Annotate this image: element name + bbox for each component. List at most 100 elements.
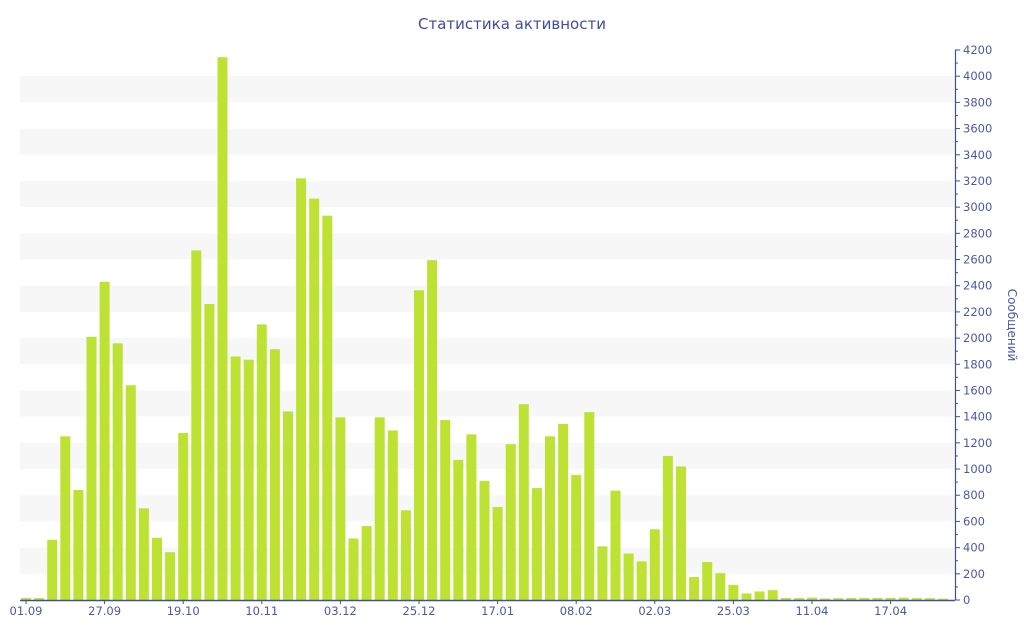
bar	[427, 260, 438, 600]
bar	[309, 198, 320, 600]
bar	[204, 304, 215, 600]
bar	[767, 590, 778, 600]
chart-title: Статистика активности	[418, 15, 606, 33]
x-tick-label: 25.03	[717, 604, 750, 618]
bar	[21, 598, 31, 600]
y-tick-label: 2600	[963, 253, 992, 267]
grid-band	[20, 128, 955, 155]
bar	[374, 417, 385, 600]
y-axis-label: Сообщений	[1005, 289, 1019, 362]
bar	[545, 436, 555, 600]
bar	[754, 591, 765, 600]
bar	[230, 356, 241, 600]
bar	[47, 539, 58, 600]
y-tick-label: 4000	[963, 69, 992, 83]
y-tick-label: 1200	[963, 436, 992, 450]
bar	[178, 433, 189, 600]
bar	[99, 281, 110, 600]
grid-band	[20, 338, 955, 365]
x-tick-label: 10.11	[245, 604, 278, 618]
bar	[296, 178, 307, 601]
bar	[73, 490, 84, 600]
bar	[662, 455, 673, 600]
grid-band	[20, 390, 955, 417]
bar	[911, 598, 922, 600]
bar	[361, 526, 372, 600]
x-tick-label: 08.02	[560, 604, 593, 618]
x-tick-label: 17.01	[481, 604, 514, 618]
bar	[676, 466, 686, 600]
bar	[492, 507, 503, 600]
grid-band	[20, 233, 955, 260]
y-tick-label: 1800	[963, 357, 992, 371]
bar	[702, 562, 713, 600]
bar	[86, 336, 97, 600]
x-tick-label: 27.09	[88, 604, 121, 618]
y-tick-label: 1000	[963, 462, 992, 476]
y-tick-label: 600	[963, 514, 985, 528]
bar	[846, 597, 857, 600]
bar	[807, 597, 817, 600]
y-tick-label: 0	[963, 593, 970, 607]
bar	[558, 423, 569, 600]
bar	[820, 598, 831, 600]
bar	[571, 474, 582, 600]
bar	[741, 593, 752, 600]
y-tick-label: 400	[963, 541, 985, 555]
y-tick-label: 2000	[963, 331, 992, 345]
x-tick-label: 01.09	[10, 604, 43, 618]
y-tick-label: 2400	[963, 279, 992, 293]
bar	[152, 537, 162, 600]
y-tick-label: 4200	[963, 43, 992, 57]
bar	[335, 417, 346, 600]
bar	[780, 598, 791, 600]
bar	[872, 597, 883, 600]
bar	[649, 529, 660, 600]
bar	[466, 434, 477, 600]
x-tick-label: 17.04	[874, 604, 907, 618]
bar	[715, 573, 726, 600]
bar	[269, 349, 280, 600]
bar	[322, 215, 333, 600]
bar	[898, 597, 909, 600]
bar	[243, 359, 254, 600]
y-tick-label: 3600	[963, 122, 992, 136]
bar	[610, 490, 621, 600]
y-tick-label: 1400	[963, 410, 992, 424]
y-tick-label: 3800	[963, 95, 992, 109]
bar	[165, 552, 176, 600]
bar	[623, 553, 634, 600]
bar	[138, 508, 149, 600]
bar	[34, 598, 45, 600]
bar	[531, 488, 542, 600]
bar	[597, 546, 608, 600]
bar	[689, 577, 700, 600]
x-tick-label: 03.12	[324, 604, 357, 618]
y-tick-label: 2200	[963, 305, 992, 319]
y-tick-label: 3400	[963, 148, 992, 162]
bar	[217, 57, 228, 600]
bar	[256, 324, 267, 600]
y-tick-label: 3000	[963, 200, 992, 214]
bar	[479, 480, 490, 600]
bar	[453, 459, 464, 600]
bar	[636, 561, 647, 600]
x-tick-label: 02.03	[638, 604, 671, 618]
x-tick-label: 11.04	[796, 604, 829, 618]
y-tick-label: 200	[963, 567, 985, 581]
bar	[885, 597, 896, 600]
bar	[938, 598, 948, 601]
bar	[924, 598, 935, 600]
bar	[518, 404, 529, 600]
bar	[584, 412, 595, 600]
bar	[859, 597, 870, 600]
bar	[387, 430, 398, 600]
bar	[440, 419, 451, 600]
grid-band	[20, 442, 955, 470]
grid-band	[20, 180, 955, 208]
x-tick-label: 19.10	[167, 604, 200, 618]
y-tick-label: 2800	[963, 226, 992, 240]
bar	[125, 385, 136, 600]
x-tick-label: 25.12	[403, 604, 436, 618]
